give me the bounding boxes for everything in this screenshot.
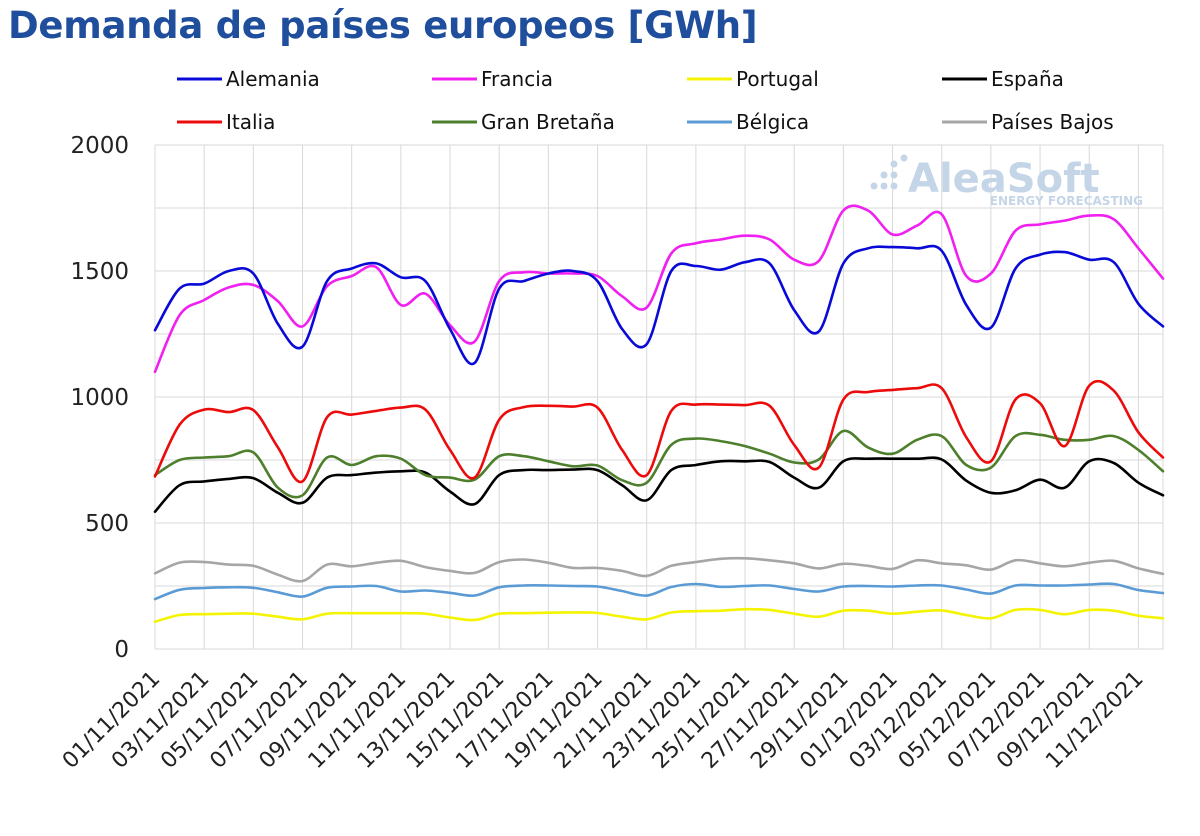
- watermark-name: AleaSoft: [908, 156, 1100, 202]
- series-line-gran-bretana: [153, 429, 1165, 499]
- y-tick-label: 1000: [70, 385, 129, 411]
- legend-item-gran-bretana: Gran Bretaña: [432, 110, 615, 134]
- legend-item-alemania: Alemania: [177, 67, 320, 91]
- y-axis: 0 500 1000 1500 2000: [70, 133, 129, 663]
- watermark-tagline: ENERGY FORECASTING: [990, 194, 1143, 208]
- legend-label: Alemania: [226, 67, 320, 91]
- series-line-portugal: [153, 607, 1165, 624]
- series-lines: [153, 204, 1165, 624]
- legend-item-belgica: Bélgica: [687, 110, 809, 134]
- y-tick-label: 1500: [70, 259, 129, 285]
- aleasoft-watermark: AleaSoft ENERGY FORECASTING: [870, 154, 1143, 208]
- chart-title: Demanda de países europeos [GWh]: [8, 4, 758, 47]
- series-line-italia: [153, 379, 1165, 484]
- legend-item-paises-bajos: Países Bajos: [942, 110, 1114, 134]
- y-tick-label: 2000: [70, 133, 129, 159]
- legend-item-francia: Francia: [432, 67, 553, 91]
- legend-label: Gran Bretaña: [481, 110, 615, 134]
- series-line-alemania: [153, 244, 1165, 366]
- legend-label: Francia: [481, 67, 553, 91]
- aleasoft-logo-icon: [870, 154, 908, 190]
- legend-label: Portugal: [736, 67, 819, 91]
- series-line-paises-bajos: [153, 556, 1165, 583]
- x-axis: 01/11/202103/11/202105/11/202107/11/2021…: [58, 667, 1149, 774]
- series-line-espana: [153, 456, 1165, 513]
- legend: Alemania Francia Portugal España Italia Gran …: [177, 67, 1114, 134]
- series-line-francia: [153, 204, 1165, 374]
- legend-item-italia: Italia: [177, 110, 275, 134]
- legend-label: Bélgica: [736, 110, 809, 134]
- legend-label: España: [991, 67, 1064, 91]
- y-tick-label: 0: [114, 637, 129, 663]
- legend-label: Italia: [226, 110, 275, 134]
- legend-item-portugal: Portugal: [687, 67, 819, 91]
- legend-item-espana: España: [942, 67, 1064, 91]
- legend-label: Países Bajos: [991, 110, 1114, 134]
- y-tick-label: 500: [85, 511, 129, 537]
- grid: [154, 144, 1164, 650]
- series-line-belgica: [153, 582, 1165, 601]
